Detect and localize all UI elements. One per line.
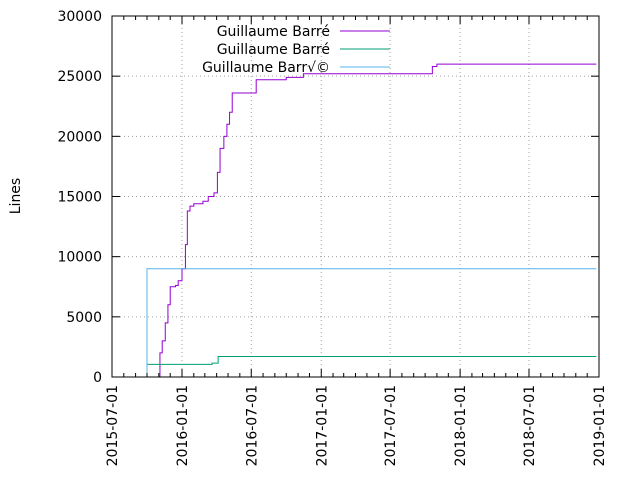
x-tick-label: 2017-01-01 [314,385,330,466]
y-tick-label: 5000 [66,310,102,326]
gridlines [112,16,599,377]
series-line-1 [158,63,597,378]
series-line-2 [147,356,597,365]
legend-label-1: Guillaume Barré [217,24,330,40]
x-tick-label: 2016-07-01 [244,385,260,466]
x-tick-label: 2019-01-01 [592,385,608,466]
legend-label-3: Guillaume Barr√© [202,60,330,76]
y-tick-label: 0 [93,370,102,386]
x-tick-label: 2017-07-01 [383,385,399,466]
y-tick-label: 10000 [57,250,102,266]
legend: Guillaume Barré Guillaume Barré Guillaume … [202,24,390,76]
x-tick-label: 2016-01-01 [175,385,191,466]
y-tick-label: 20000 [57,129,102,145]
legend-label-2: Guillaume Barré [217,42,330,58]
y-axis-label: Lines [8,178,24,214]
axis-ticks: 0 5000 10000 15000 20000 25000 30000 2015-07-01… [57,9,608,466]
y-tick-label: 30000 [57,9,102,25]
y-tick-label: 25000 [57,69,102,85]
y-tick-label: 15000 [57,190,102,206]
x-tick-label: 2018-01-01 [453,385,469,466]
x-tick-label: 2015-07-01 [105,385,121,466]
x-tick-label: 2018-07-01 [522,385,538,466]
